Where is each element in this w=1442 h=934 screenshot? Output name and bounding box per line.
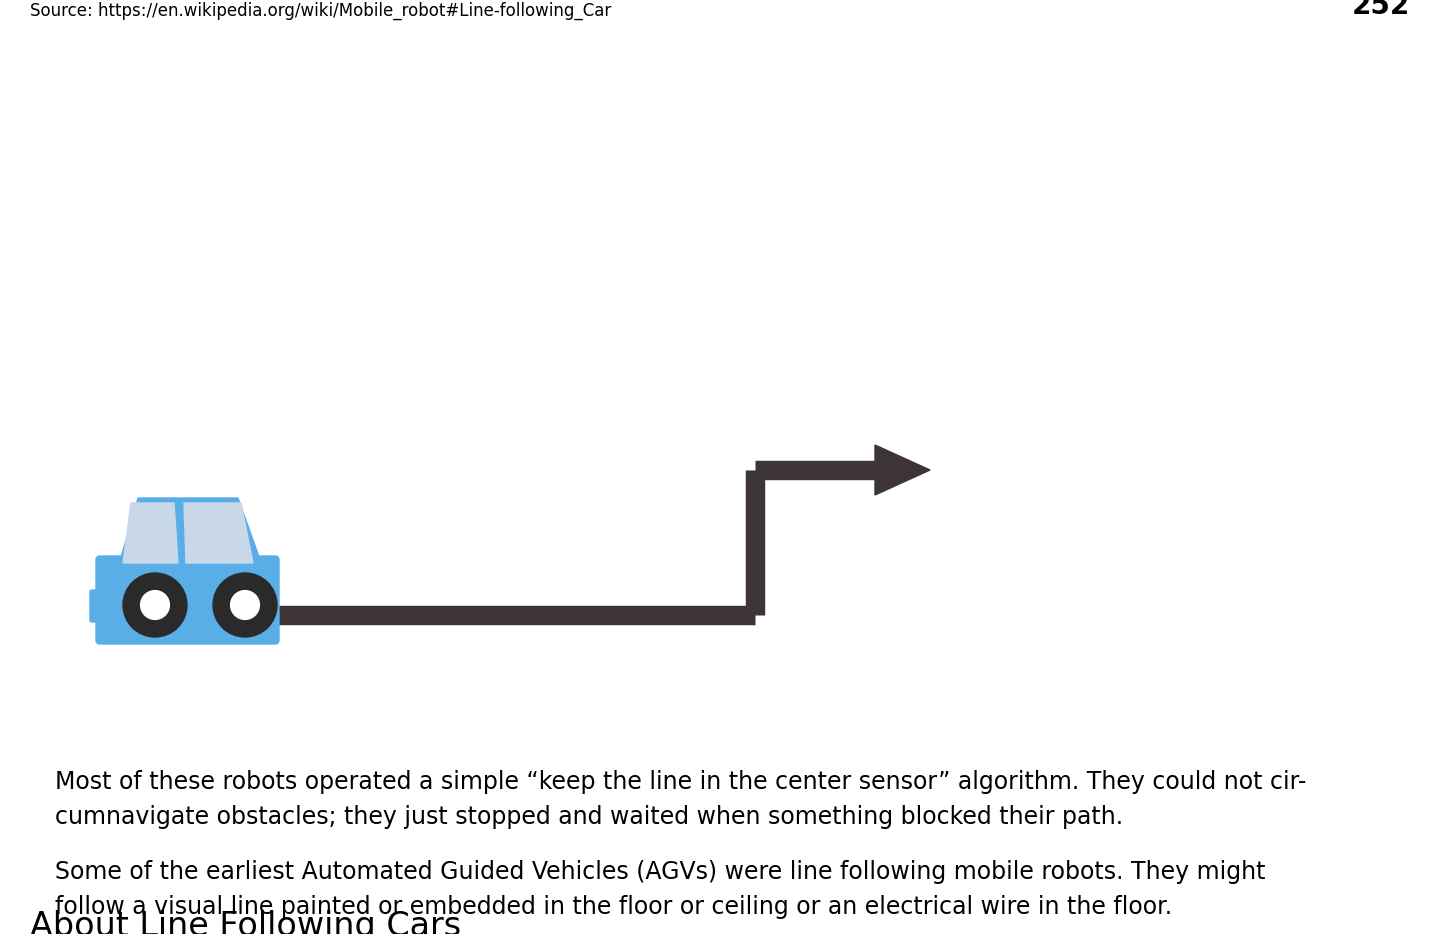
Text: Some of the earliest Automated Guided Vehicles (AGVs) were line following mobile: Some of the earliest Automated Guided Ve… <box>55 860 1266 919</box>
FancyArrow shape <box>875 445 930 495</box>
FancyBboxPatch shape <box>97 556 278 644</box>
Text: About Line Following Cars: About Line Following Cars <box>30 910 461 934</box>
Polygon shape <box>185 503 252 563</box>
Polygon shape <box>118 498 262 568</box>
Text: Source: https://en.wikipedia.org/wiki/Mobile_robot#Line-following_Car: Source: https://en.wikipedia.org/wiki/Mo… <box>30 2 611 20</box>
Circle shape <box>231 590 260 619</box>
Text: Most of these robots operated a simple “keep the line in the center sensor” algo: Most of these robots operated a simple “… <box>55 770 1306 829</box>
Text: 252: 252 <box>1351 0 1410 20</box>
FancyBboxPatch shape <box>89 590 104 622</box>
Circle shape <box>213 573 277 637</box>
Circle shape <box>141 590 169 619</box>
Polygon shape <box>123 503 177 563</box>
Circle shape <box>123 573 187 637</box>
